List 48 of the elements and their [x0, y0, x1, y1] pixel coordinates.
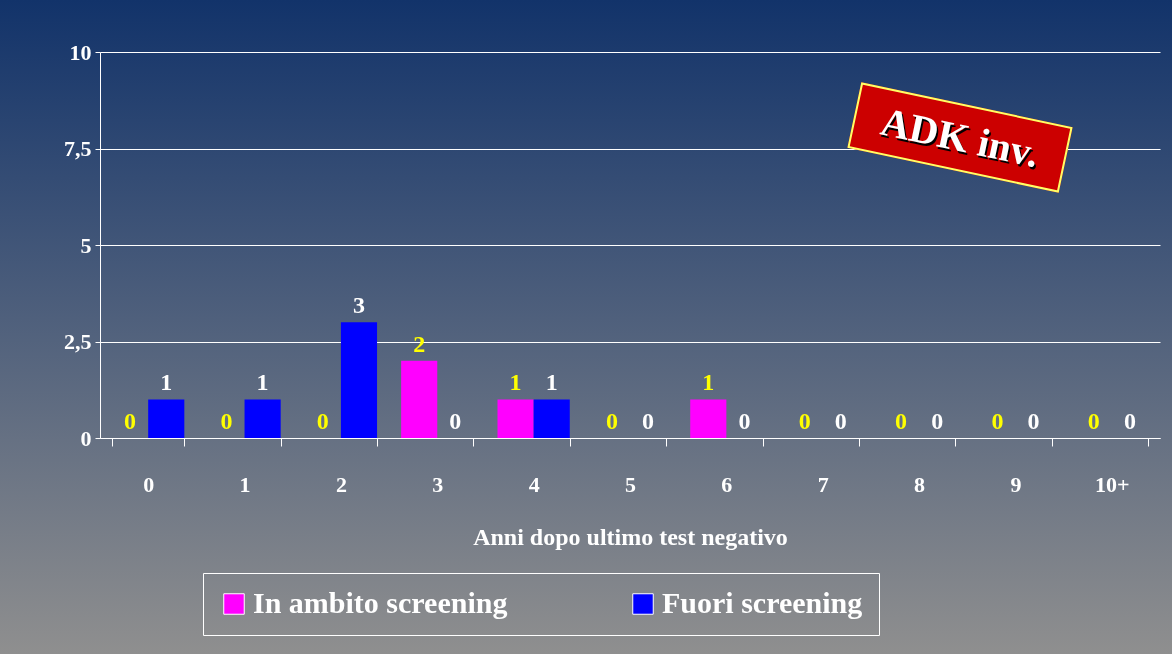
data-label: 0 [991, 408, 1004, 434]
y-tick-label: 10 [69, 39, 92, 65]
x-tick-label: 3 [432, 471, 444, 497]
x-axis-title: Anni dopo ultimo test negativo [473, 523, 788, 550]
bar [533, 399, 570, 438]
x-tick-label: 5 [625, 471, 636, 497]
data-label: 1 [702, 369, 715, 396]
data-label: 0 [834, 408, 847, 434]
data-label: 0 [931, 408, 944, 434]
x-tick-label: 10+ [1095, 471, 1130, 497]
x-tick-label: 6 [721, 471, 733, 497]
bar [148, 399, 185, 438]
x-tick-label: 9 [1010, 471, 1022, 497]
data-label: 1 [509, 369, 522, 396]
data-label: 0 [605, 408, 618, 434]
x-tick-label: 2 [335, 471, 347, 497]
data-label: 0 [895, 408, 908, 434]
data-label: 0 [1087, 408, 1100, 434]
y-tick-label: 0 [80, 425, 92, 451]
x-tick-label: 8 [914, 471, 926, 497]
x-tick-label: 4 [528, 471, 540, 497]
y-tick-label: 5 [80, 232, 92, 258]
bar [690, 399, 727, 438]
data-label: 0 [316, 408, 329, 434]
annotation: ADK inv. [847, 82, 1073, 193]
x-tick-label: 0 [143, 471, 155, 497]
data-label: 0 [798, 408, 811, 434]
bar [497, 399, 534, 438]
y-tick-label: 2,5 [64, 329, 92, 354]
data-label: 3 [352, 292, 365, 319]
bar [401, 360, 438, 438]
data-label: 1 [256, 369, 269, 396]
data-label: 0 [220, 408, 233, 434]
data-label: 1 [160, 369, 173, 396]
bar [244, 399, 281, 438]
x-tick-label: 7 [817, 471, 829, 497]
legend-label: Fuori screening [662, 586, 863, 619]
x-tick-label: 1 [239, 471, 251, 497]
data-label: 1 [545, 369, 558, 396]
y-tick-label: 7,5 [64, 136, 92, 161]
data-label: 0 [1123, 408, 1136, 434]
bar [340, 322, 378, 438]
legend-label: In ambito screening [253, 586, 508, 619]
data-label: 0 [738, 408, 751, 434]
data-label: 0 [124, 408, 137, 434]
data-label: 0 [1027, 408, 1040, 434]
data-label: 0 [449, 408, 462, 434]
data-label: 0 [642, 408, 655, 434]
